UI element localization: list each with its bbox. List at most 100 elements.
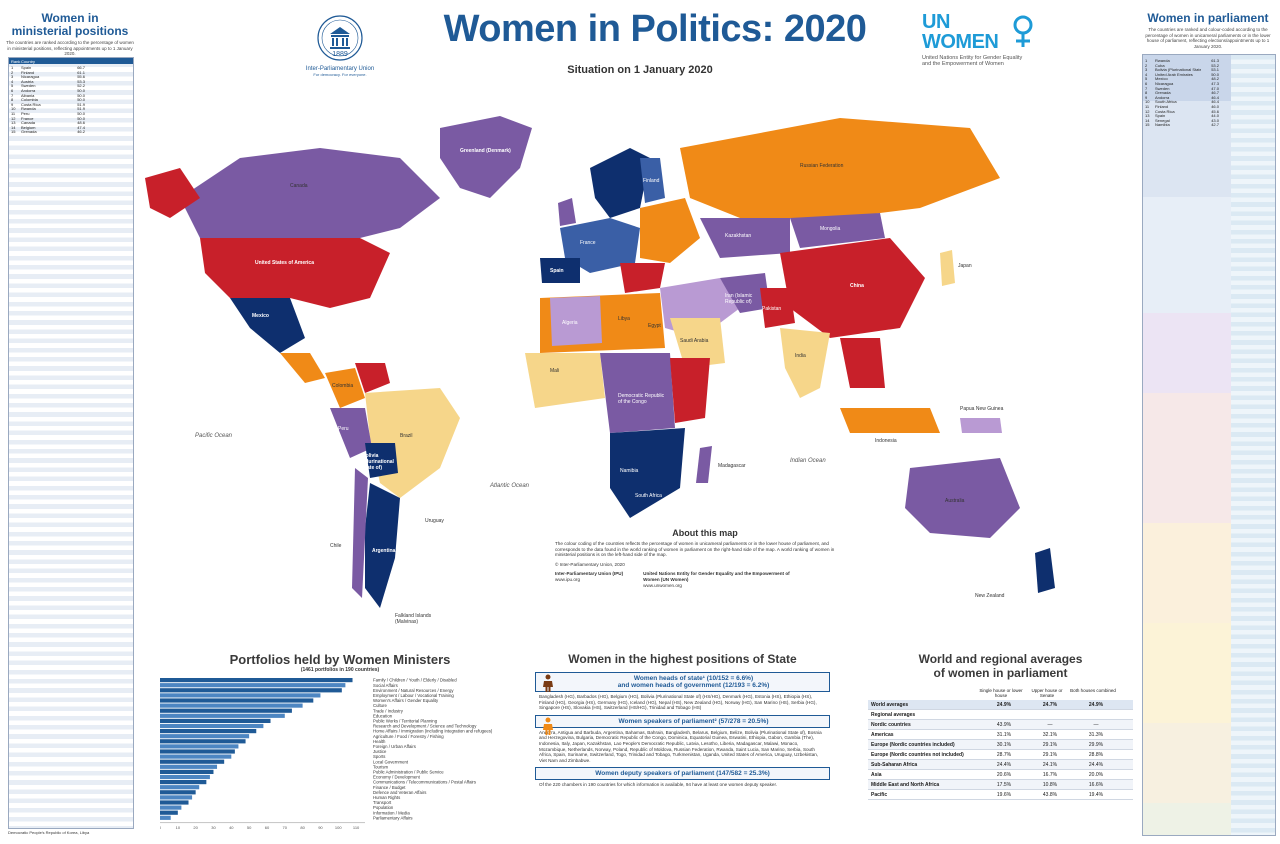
row-country: Canada: [21, 121, 36, 126]
row-country: Andorra: [21, 88, 36, 93]
left-title-line1: Women in: [41, 11, 99, 25]
region-name: Asia: [871, 771, 882, 778]
map-label-bolivia: Bolivia (Plurinational State of): [362, 453, 394, 471]
portfolio-bar: [160, 795, 193, 800]
url-unw[interactable]: www.unwomen.org: [643, 582, 682, 588]
portfolio-tick-label: 40: [229, 825, 234, 830]
region-name: Europe (Nordic countries not included): [871, 751, 964, 758]
row-percent: 47.0: [1211, 86, 1219, 91]
portfolio-bar: [160, 815, 171, 820]
right-panel: Women in parliament The countries are ra…: [1140, 12, 1276, 840]
region-indonesia: [840, 408, 940, 433]
row-rank: 9: [11, 102, 14, 107]
about-publishers: Inter-Parliamentary Union (IPU) www.ipu.…: [555, 571, 855, 588]
row-country: Finland: [21, 70, 35, 75]
region-both: 29.9%: [1088, 741, 1104, 748]
row-country: Nicaragua: [1155, 81, 1174, 86]
row-percent: 46.7: [1211, 91, 1219, 96]
ranking-row: 2 Cuba 53.2: [1145, 64, 1273, 69]
ranking-row: 9 Andorra 46.4: [1145, 96, 1273, 101]
row-percent: 51.9: [77, 107, 85, 112]
ranking-row: 4 United Arab Emirates 50.0: [1145, 73, 1273, 78]
portfolio-category-label: Trade / Industry: [373, 708, 404, 713]
col-both: Both houses combined: [1070, 688, 1116, 693]
region-central-america: [280, 353, 325, 383]
row-rank: 9: [1145, 95, 1148, 100]
portfolio-bar: [160, 769, 214, 774]
url-ipu[interactable]: www.ipu.org: [555, 576, 581, 582]
row-percent: 46.4: [1211, 100, 1219, 105]
region-new-zealand: [1035, 548, 1055, 593]
left-panel-description: The countries are ranked according to th…: [6, 40, 134, 56]
portfolio-bar: [160, 805, 182, 810]
region-name: Middle East and North Africa: [871, 781, 940, 788]
map-label-chile: Chile: [330, 543, 342, 549]
row-percent: 53.3: [77, 79, 85, 84]
ranking-row: 7 Sweden 47.0: [1145, 87, 1273, 92]
portfolio-tick-label: 90: [318, 825, 323, 830]
row-percent: 47.3: [1211, 81, 1219, 86]
about-text: The colour coding of the countries refle…: [555, 541, 835, 558]
region-both: 31.3%: [1088, 731, 1104, 738]
heads-header: Women heads of state¹ (10/152 = 6.6%) an…: [535, 672, 830, 692]
portfolio-category-label: Environment / Natural Resources / Energy: [373, 688, 454, 693]
region-alaska: [145, 168, 200, 218]
col-upper: Upper house or Senate: [1031, 688, 1063, 698]
map-label-congo: Democratic Republic of the Congo: [618, 393, 665, 405]
map-label-iran: Iran (Islamic Republic of): [725, 293, 753, 305]
row-rank: 6: [11, 88, 14, 93]
row-percent: 55.6: [77, 75, 85, 80]
region-papua: [960, 418, 1002, 433]
left-ranking-table: Rank Country 1 Spain 66.7 2 Finland 61.1 3 Nica…: [8, 57, 134, 829]
portfolio-category-label: Defence and Veteran Affairs: [373, 790, 426, 795]
row-rank: 4: [1145, 72, 1148, 77]
map-label-china: China: [850, 283, 864, 289]
portfolio-bar: [160, 698, 314, 703]
map-label-france: France: [580, 240, 596, 246]
row-rank: 7: [11, 93, 14, 98]
region-upper: 16.7%: [1042, 771, 1058, 778]
portfolio-category-label: Information / Media: [373, 810, 410, 815]
map-label-japan: Japan: [958, 263, 972, 269]
left-panel: Women in ministerial positions The count…: [4, 12, 136, 840]
map-label-australia: Australia: [945, 498, 965, 504]
portfolio-category-label: Local Government: [373, 759, 409, 764]
region-central-africa: [600, 353, 675, 433]
portfolios-bar-chart: Family / Children / Youth / Elderly / Di…: [160, 678, 493, 830]
map-label-usa: United States of America: [255, 260, 314, 266]
row-country: Albania: [21, 93, 35, 98]
portfolio-bar: [160, 774, 210, 780]
row-percent: 61.3: [1211, 59, 1219, 63]
region-single: 17.5%: [996, 781, 1012, 788]
ranking-row: 5 Mexico 48.2: [1145, 77, 1273, 82]
row-percent: 66.7: [77, 66, 85, 70]
row-percent: 45.6: [1211, 109, 1219, 114]
map-label-greenland: Greenland (Denmark): [460, 148, 511, 154]
portfolios-title: Portfolios held by Women Ministers: [229, 652, 451, 667]
ranking-row: 3 Nicaragua 55.6: [11, 75, 129, 80]
portfolio-tick-label: 110: [353, 825, 360, 830]
ipu-emblem-icon: [317, 15, 363, 61]
portfolio-tick-label: 50: [247, 825, 252, 830]
row-country: Belgium: [21, 125, 36, 130]
row-country: Senegal: [1155, 118, 1170, 123]
portfolios-section: Portfolios held by Women Ministers (1461…: [160, 652, 520, 842]
row-rank: 10: [1145, 100, 1150, 105]
row-country: Rwanda: [1155, 59, 1170, 63]
map-label-madagascar: Madagascar: [718, 463, 746, 469]
about-copyright: © Inter-Parliamentary Union, 2020: [555, 561, 625, 567]
right-panel-title: Women in parliament: [1147, 11, 1269, 25]
page-title: Women in Politics: 2020: [443, 8, 867, 50]
portfolio-tick-label: 30: [211, 825, 216, 830]
ranking-row: 6 Andorra 50.0: [11, 89, 129, 94]
row-country: Nicaragua: [21, 75, 40, 80]
region-australia: [905, 458, 1020, 538]
row-country: Colombia: [21, 98, 38, 103]
map-label-spain: Spain: [550, 268, 564, 274]
region-venezuela: [355, 363, 390, 393]
ranking-row: 6 Nicaragua 47.3: [1145, 82, 1273, 87]
region-name: Nordic countries: [871, 721, 911, 728]
unwomen-logo: UN WOMEN United Nations Entity for Gende…: [922, 12, 1062, 72]
highest-positions-title: Women in the highest positions of State: [568, 652, 797, 666]
map-label-kazakhstan: Kazakhstan: [725, 233, 752, 239]
